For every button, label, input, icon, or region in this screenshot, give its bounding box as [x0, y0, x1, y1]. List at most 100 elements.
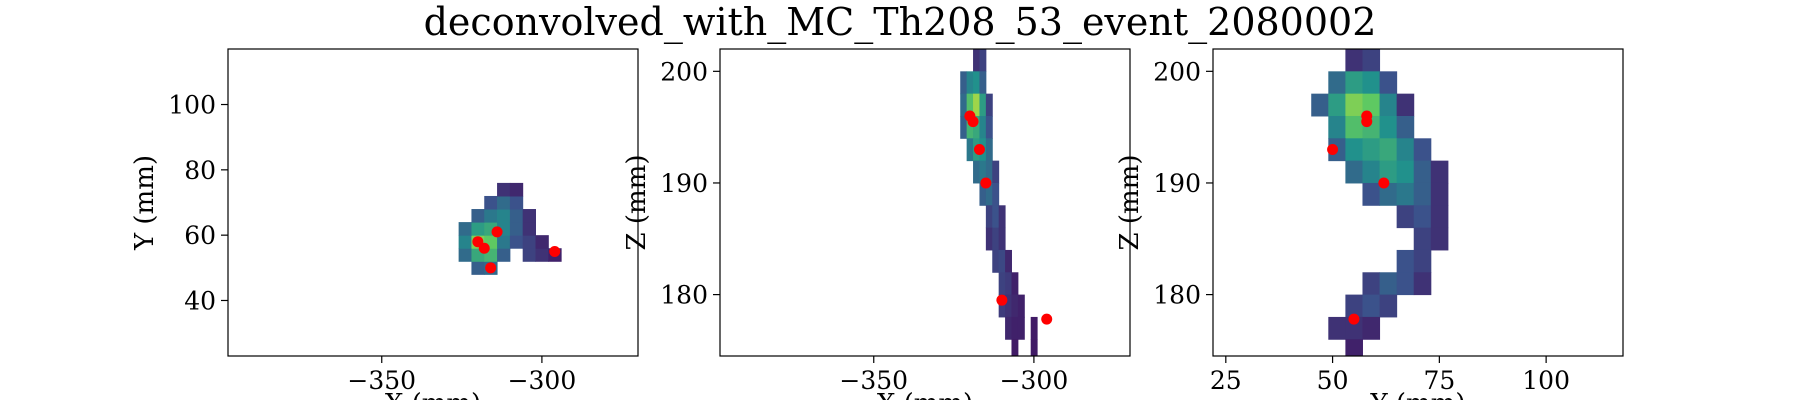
plot-area — [458, 182, 562, 275]
heatmap-cell — [1379, 93, 1398, 117]
heatmap-cell — [1413, 272, 1432, 296]
heatmap-cell — [535, 235, 549, 249]
red-marker — [1327, 143, 1339, 155]
heatmap-cell — [509, 182, 524, 197]
heatmap-cell — [1328, 93, 1346, 117]
y-tick-label: 40 — [184, 286, 216, 315]
heatmap-cell — [1362, 160, 1381, 184]
red-marker — [1361, 116, 1373, 128]
heatmap-cell — [1362, 272, 1381, 296]
heatmap-cell — [1005, 294, 1012, 318]
y-tick-label: 180 — [1153, 281, 1201, 310]
heatmap-cell — [966, 138, 974, 162]
subplot-y-z: 25 50 75 100 180 190 200 Z (mm) Y (mm) — [1115, 48, 1624, 400]
heatmap-cell — [998, 249, 1006, 273]
heatmap-cell — [979, 49, 987, 72]
heatmap-cell — [985, 205, 993, 229]
heatmap-cell — [966, 115, 974, 139]
heatmap-cell — [979, 182, 987, 206]
heatmap-cell — [960, 93, 968, 117]
heatmap-cell — [985, 115, 993, 139]
heatmap-cell — [979, 71, 987, 95]
heatmap-cell — [1362, 182, 1381, 206]
subplot-x-z: −350 −300 180 190 200 Z (mm) X (mm) — [622, 48, 1131, 400]
x-axis-label: X (mm) — [877, 389, 973, 400]
heatmap-cell — [1005, 272, 1012, 296]
y-tick-label: 60 — [184, 221, 216, 250]
heatmap-cell — [1030, 316, 1038, 340]
heatmap-cell — [998, 227, 1006, 251]
heatmap-cell — [1396, 272, 1415, 296]
x-tick-label: −300 — [508, 366, 577, 395]
heatmap-cell — [1328, 316, 1346, 340]
heatmap-cell — [1017, 294, 1025, 318]
x-axis-label: X (mm) — [385, 389, 481, 400]
axes-frame — [1212, 48, 1624, 357]
heatmap-cell — [1396, 115, 1415, 139]
heatmap-cell — [973, 71, 980, 95]
heatmap-cell — [1005, 316, 1012, 340]
red-marker — [967, 116, 979, 128]
heatmap-cell — [497, 235, 511, 249]
heatmap-cell — [985, 93, 993, 117]
heatmap-cell — [1396, 205, 1415, 229]
heatmap-cell — [1430, 227, 1449, 251]
heatmap-cell — [985, 138, 993, 162]
heatmap-cell — [471, 209, 485, 223]
heatmap-cell — [1345, 138, 1363, 162]
heatmap-cell — [1430, 182, 1449, 206]
x-tick-label: 100 — [1522, 366, 1570, 395]
red-marker — [980, 177, 992, 189]
heatmap-cell — [1430, 160, 1449, 184]
heatmap-cell — [484, 209, 498, 223]
heatmap-cell — [471, 261, 485, 275]
heatmap-cell — [1413, 205, 1432, 229]
heatmap-cell — [1379, 272, 1398, 296]
heatmap-cell — [1430, 205, 1449, 229]
x-axis-label: Y (mm) — [1369, 389, 1465, 400]
heatmap-cell — [992, 227, 1000, 251]
heatmap-cell — [979, 115, 987, 139]
heatmap-cell — [509, 195, 524, 210]
red-marker — [996, 294, 1008, 306]
y-tick-label: 200 — [1153, 57, 1201, 86]
heatmap-cell — [1379, 138, 1398, 162]
y-tick-label: 190 — [1153, 169, 1201, 198]
heatmap-cell — [973, 115, 980, 139]
heatmap-cell — [1413, 182, 1432, 206]
red-marker — [478, 242, 490, 254]
heatmap-cell — [522, 248, 536, 262]
y-axis-label: Y (mm) — [130, 155, 160, 251]
y-tick-label: 200 — [660, 57, 708, 86]
red-marker — [1041, 313, 1053, 325]
heatmap-cell — [1413, 160, 1432, 184]
y-tick-label: 80 — [184, 156, 216, 185]
heatmap-cell — [1413, 249, 1432, 273]
x-tick-label: −350 — [347, 366, 416, 395]
heatmap-cell — [1345, 49, 1363, 72]
heatmap-cell — [522, 209, 536, 223]
heatmap-cell — [509, 209, 524, 223]
heatmap-cell — [985, 227, 993, 251]
heatmap-cell — [992, 160, 1000, 184]
heatmap-cell — [1379, 294, 1398, 318]
heatmap-cell — [992, 249, 1000, 273]
heatmap-cell — [1011, 272, 1019, 296]
heatmap-cell — [1362, 138, 1381, 162]
red-marker — [1348, 313, 1360, 325]
heatmap-cell — [1345, 339, 1363, 356]
heatmap-cell — [1328, 115, 1346, 139]
heatmap-cell — [509, 235, 524, 249]
heatmap-cell — [1379, 182, 1398, 206]
y-axis-label: Z (mm) — [1115, 155, 1145, 251]
heatmap-cell — [973, 160, 980, 184]
heatmap-cell — [1011, 316, 1019, 340]
red-marker — [485, 262, 497, 274]
axes-frame — [719, 48, 1131, 357]
x-tick-label: 75 — [1423, 366, 1455, 395]
heatmap-cell — [960, 115, 968, 139]
heatmap-cell — [1413, 138, 1432, 162]
heatmap-cell — [966, 93, 974, 117]
x-tick-label: −350 — [839, 366, 908, 395]
